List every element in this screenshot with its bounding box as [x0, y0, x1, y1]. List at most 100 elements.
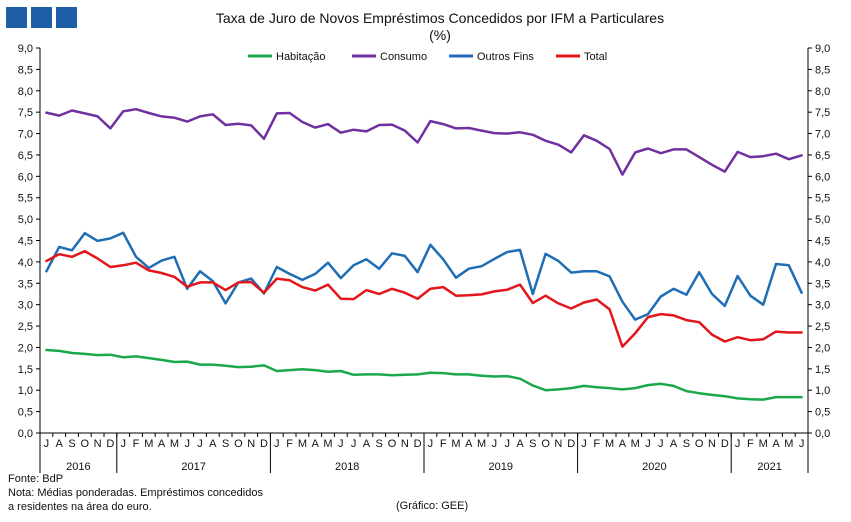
x-tick-label-month: A: [516, 438, 524, 450]
x-tick-label-month: F: [747, 438, 754, 450]
y-tick-label-right: 2,0: [815, 342, 830, 354]
chart-unit: (%): [429, 27, 451, 43]
logo-block-2: [31, 7, 52, 28]
x-tick-label-month: O: [234, 438, 243, 450]
x-tick-label-month: J: [504, 438, 510, 450]
x-tick-label-month: O: [388, 438, 397, 450]
y-tick-label-left: 5,0: [18, 214, 33, 226]
y-tick-label-right: 4,5: [815, 236, 830, 248]
x-tick-label-month: D: [106, 438, 114, 450]
x-tick-label-month: J: [274, 438, 280, 450]
x-tick-label-year: 2019: [489, 461, 513, 473]
y-tick-label-left: 4,5: [18, 236, 33, 248]
x-tick-label-month: S: [68, 438, 75, 450]
y-tick-label-right: 5,0: [815, 214, 830, 226]
x-tick-label-month: M: [784, 438, 793, 450]
x-tick-label-month: J: [428, 438, 434, 450]
y-tick-label-right: 8,5: [815, 64, 830, 76]
x-tick-label-month: A: [363, 438, 371, 450]
x-tick-label-month: M: [759, 438, 768, 450]
y-tick-label-right: 9,0: [815, 43, 830, 55]
y-tick-label-right: 7,5: [815, 107, 830, 119]
y-tick-label-left: 3,0: [18, 300, 33, 312]
x-tick-label-month: J: [338, 438, 344, 450]
y-tick-label-left: 7,0: [18, 129, 33, 141]
y-tick-label-right: 2,5: [815, 321, 830, 333]
y-tick-label-right: 3,5: [815, 278, 830, 290]
series-line-total: [45, 249, 803, 348]
x-tick-label-month: N: [554, 438, 562, 450]
x-tick-label-month: N: [247, 438, 255, 450]
y-tick-label-right: 7,0: [815, 129, 830, 141]
x-tick-label-month: D: [721, 438, 729, 450]
legend-label: Total: [584, 51, 607, 63]
series-line-habita-o: [45, 348, 803, 401]
source-text: Fonte: BdP: [8, 473, 64, 485]
y-tick-label-right: 0,5: [815, 407, 830, 419]
x-tick-label-month: D: [414, 438, 422, 450]
note-line-2: a residentes na área do euro.: [8, 501, 152, 513]
x-tick-label-month: O: [541, 438, 550, 450]
x-tick-label-month: M: [144, 438, 153, 450]
x-tick-label-month: A: [312, 438, 320, 450]
y-tick-label-right: 1,0: [815, 385, 830, 397]
y-tick-label-left: 0,0: [18, 428, 33, 440]
y-tick-label-right: 5,5: [815, 193, 830, 205]
x-tick-label-month: J: [645, 438, 651, 450]
x-tick-label-year: 2021: [757, 461, 781, 473]
y-tick-label-left: 2,0: [18, 342, 33, 354]
x-tick-label-month: A: [209, 438, 217, 450]
y-tick-label-left: 7,5: [18, 107, 33, 119]
legend-label: Outros Fins: [477, 51, 534, 63]
x-tick-label-month: J: [735, 438, 741, 450]
y-tick-label-left: 8,5: [18, 64, 33, 76]
x-tick-label-month: A: [158, 438, 166, 450]
y-tick-label-right: 6,0: [815, 171, 830, 183]
y-tick-label-left: 6,0: [18, 171, 33, 183]
x-tick-label-month: O: [695, 438, 704, 450]
y-tick-label-right: 0,0: [815, 428, 830, 440]
series-line-consumo: [45, 107, 803, 176]
y-tick-label-right: 6,5: [815, 150, 830, 162]
x-tick-label-year: 2018: [335, 461, 359, 473]
y-tick-label-left: 1,0: [18, 385, 33, 397]
x-tick-label-month: M: [298, 438, 307, 450]
y-tick-label-right: 4,0: [815, 257, 830, 269]
chart-credit: (Gráfico: GEE): [396, 500, 469, 512]
x-tick-label-month: M: [605, 438, 614, 450]
logo-block-1: [6, 7, 27, 28]
x-tick-label-year: 2016: [66, 461, 90, 473]
x-tick-label-month: N: [401, 438, 409, 450]
x-tick-label-month: N: [708, 438, 716, 450]
x-tick-label-month: A: [619, 438, 627, 450]
y-tick-label-left: 9,0: [18, 43, 33, 55]
x-tick-label-month: A: [772, 438, 780, 450]
x-tick-label-month: F: [133, 438, 140, 450]
y-tick-label-left: 4,0: [18, 257, 33, 269]
x-tick-label-month: S: [222, 438, 229, 450]
x-tick-label-month: J: [658, 438, 664, 450]
y-tick-label-left: 5,5: [18, 193, 33, 205]
y-tick-label-left: 0,5: [18, 407, 33, 419]
x-tick-label-month: J: [184, 438, 190, 450]
note-line-1: Nota: Médias ponderadas. Empréstimos con…: [8, 487, 263, 499]
x-tick-label-month: J: [799, 438, 805, 450]
y-tick-label-left: 1,5: [18, 364, 33, 376]
series-line-outros-fins: [45, 231, 803, 321]
legend-label: Habitação: [276, 51, 326, 63]
x-tick-label-month: A: [56, 438, 64, 450]
x-tick-label-year: 2017: [181, 461, 205, 473]
y-tick-label-left: 8,0: [18, 86, 33, 98]
footer-notes: Fonte: BdP Nota: Médias ponderadas. Empr…: [8, 472, 263, 514]
x-tick-label-month: F: [286, 438, 293, 450]
x-tick-label-month: D: [260, 438, 268, 450]
x-tick-label-month: J: [44, 438, 50, 450]
x-tick-label-month: J: [351, 438, 357, 450]
x-tick-label-month: S: [529, 438, 536, 450]
x-tick-label-month: M: [477, 438, 486, 450]
y-tick-label-right: 8,0: [815, 86, 830, 98]
x-tick-label-month: S: [683, 438, 690, 450]
x-tick-label-month: A: [465, 438, 473, 450]
logo-block-3: [56, 7, 77, 28]
